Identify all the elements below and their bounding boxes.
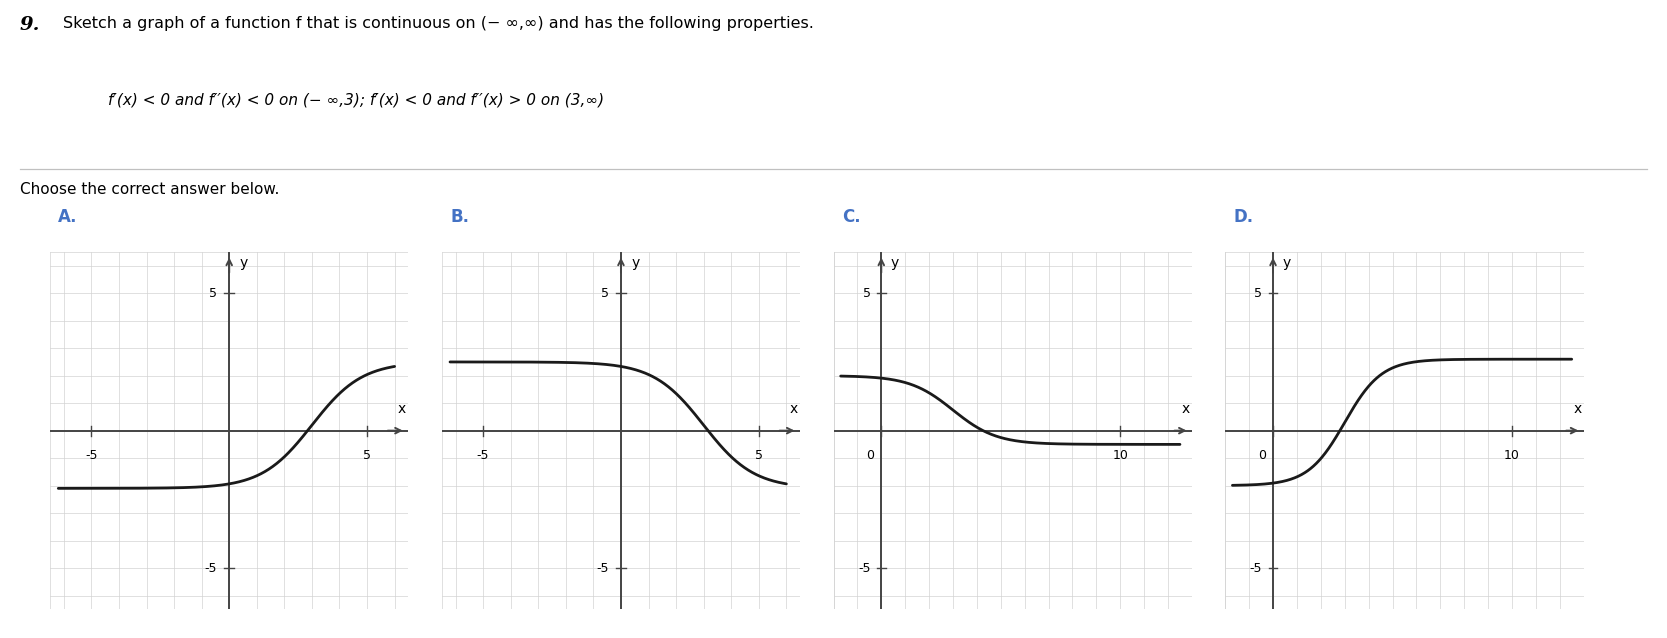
Text: 5: 5 (600, 286, 608, 300)
Text: Choose the correct answer below.: Choose the correct answer below. (20, 182, 280, 197)
Text: y: y (632, 256, 640, 270)
Text: 5: 5 (208, 286, 217, 300)
Text: B.: B. (450, 209, 468, 226)
Text: -5: -5 (1250, 561, 1262, 575)
Text: -5: -5 (477, 449, 490, 461)
Text: 0: 0 (1259, 449, 1265, 461)
Text: x: x (1574, 401, 1582, 415)
Text: D.: D. (1234, 209, 1254, 226)
Text: -5: -5 (205, 561, 217, 575)
Text: Sketch a graph of a function f that is continuous on (− ∞,∞) and has the followi: Sketch a graph of a function f that is c… (63, 16, 813, 31)
Text: 10: 10 (1504, 449, 1520, 461)
Text: 5: 5 (755, 449, 763, 461)
Text: f′(x) < 0 and f′′(x) < 0 on (− ∞,3); f′(x) < 0 and f′′(x) > 0 on (3,∞): f′(x) < 0 and f′′(x) < 0 on (− ∞,3); f′(… (108, 93, 605, 108)
Text: -5: -5 (597, 561, 608, 575)
Text: x: x (788, 401, 797, 415)
Text: 5: 5 (862, 286, 870, 300)
Text: x: x (397, 401, 405, 415)
Text: A.: A. (58, 209, 78, 226)
Text: -5: -5 (859, 561, 870, 575)
Text: -5: -5 (85, 449, 98, 461)
Text: y: y (240, 256, 248, 270)
Text: y: y (1282, 256, 1290, 270)
Text: 5: 5 (1254, 286, 1262, 300)
Text: C.: C. (842, 209, 860, 226)
Text: x: x (1182, 401, 1190, 415)
Text: 9.: 9. (20, 16, 40, 34)
Text: 10: 10 (1112, 449, 1129, 461)
Text: y: y (890, 256, 899, 270)
Text: 0: 0 (867, 449, 874, 461)
Text: 5: 5 (363, 449, 372, 461)
